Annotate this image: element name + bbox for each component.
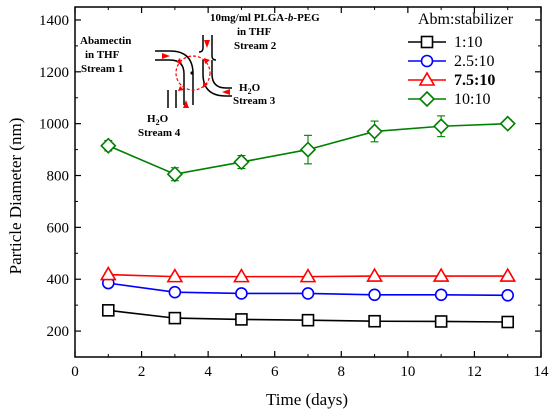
stream1-label-line2: in THF [85, 49, 120, 61]
y-tick-label: 1200 [39, 65, 69, 81]
data-point [168, 285, 182, 299]
series-0 [101, 304, 515, 329]
data-point [99, 265, 117, 281]
stream4-label-post: O [160, 113, 169, 125]
y-tick-label: 600 [47, 220, 70, 236]
inset-diagram: Abamectin in THF Stream 1 10mg/ml PLGA-b… [80, 12, 320, 139]
stream3-label-sub: 2 [248, 87, 252, 96]
data-point [101, 304, 115, 317]
data-point [166, 268, 184, 283]
data-point [166, 166, 183, 183]
data-point [233, 268, 250, 283]
data-point [434, 288, 448, 302]
data-point [235, 287, 248, 300]
data-point [100, 137, 117, 154]
x-axis-title: Time (days) [266, 390, 348, 409]
series-1 [101, 276, 515, 302]
x-tick-label: 8 [338, 364, 346, 380]
legend-marker [418, 90, 436, 108]
x-tick-label: 4 [204, 364, 212, 380]
stream2-label-line1: 10mg/ml PLGA-b-PEG [210, 12, 320, 24]
legend-label: 7.5:10 [454, 72, 495, 89]
data-point [233, 153, 250, 171]
data-point [432, 267, 450, 282]
y-tick-label: 200 [47, 324, 70, 340]
stream3-label-line1: H2O [239, 82, 261, 96]
data-point [301, 313, 315, 327]
stream4-label-line2: Stream 4 [138, 127, 181, 139]
series-2 [99, 265, 517, 283]
stream3-label-line2: Stream 3 [233, 95, 276, 107]
data-point [434, 315, 448, 328]
data-point [499, 115, 516, 132]
data-point [366, 123, 383, 140]
data-point [168, 311, 182, 325]
x-tick-label: 10 [400, 364, 415, 380]
data-point [501, 315, 515, 329]
x-tick-label: 14 [534, 364, 550, 380]
stream1-label-line3: Stream 1 [81, 63, 123, 75]
legend-marker [420, 35, 434, 49]
y-tick-label: 400 [47, 272, 70, 288]
y-tick-label: 800 [47, 169, 70, 185]
legend-label: 2.5:10 [454, 53, 494, 70]
mixer-schematic [155, 35, 232, 108]
legend-marker [420, 54, 434, 68]
data-point [299, 141, 317, 158]
x-tick-label: 6 [271, 364, 279, 380]
data-point [433, 118, 450, 135]
mixing-chamber [175, 55, 211, 91]
data-point [235, 313, 248, 326]
data-point [368, 314, 381, 328]
y-tick-label: 1400 [39, 13, 69, 29]
stream2-label-post: -PEG [293, 12, 320, 24]
stream2-label-italic: b [288, 12, 294, 24]
data-point [501, 288, 515, 302]
y-tick-label: 1000 [39, 117, 69, 133]
chamber-center-dot [190, 71, 194, 75]
stream4-label-sub: 2 [156, 118, 160, 127]
legend-title: Abm:stabilizer [418, 11, 514, 28]
legend-label: 1:10 [454, 34, 482, 51]
x-tick-label: 0 [71, 364, 79, 380]
data-point [499, 267, 517, 282]
stream1-label-line1: Abamectin [80, 35, 131, 47]
stream4-label-line1: H2O [147, 113, 169, 127]
legend: Abm:stabilizer 1:10 2.5:10 7.5:10 10:10 [408, 11, 514, 108]
stream2-label-line3: Stream 2 [234, 40, 277, 52]
legend-marker [418, 71, 436, 86]
x-tick-label: 2 [138, 364, 146, 380]
stream2-label-pre: 10mg/ml PLGA- [210, 12, 288, 24]
x-tick-label: 12 [467, 364, 482, 380]
stream2-label-line2: in THF [237, 26, 272, 38]
data-point [368, 288, 381, 302]
stream3-label-pre: H [239, 82, 248, 94]
data-point [299, 268, 317, 283]
stream4-label-pre: H [147, 113, 156, 125]
y-axis-title: Particle Diameter (nm) [6, 118, 25, 275]
stream3-label-post: O [252, 82, 261, 94]
series-3 [100, 115, 516, 183]
data-point [366, 267, 383, 282]
legend-label: 10:10 [454, 91, 490, 108]
data-point [301, 287, 315, 300]
flow-arrows [162, 40, 230, 108]
